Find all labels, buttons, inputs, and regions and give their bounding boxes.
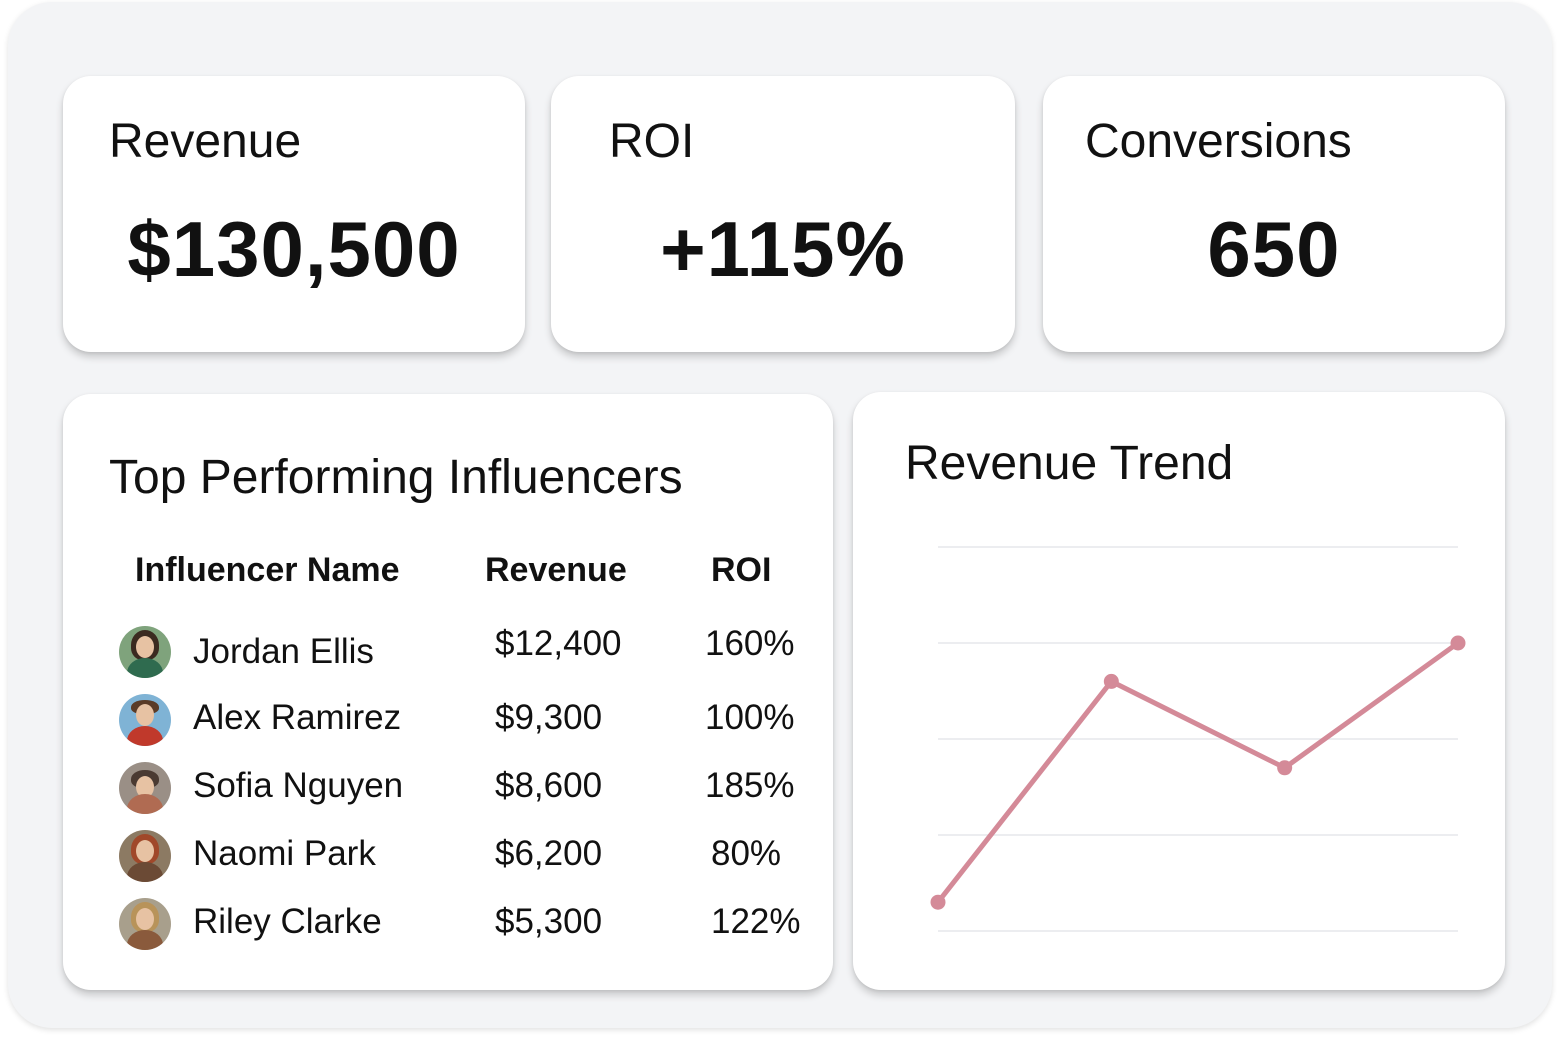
woman-red-hair-avatar bbox=[119, 830, 171, 882]
influencer-roi: 80% bbox=[711, 834, 782, 873]
influencer-roi: 185% bbox=[705, 766, 795, 805]
table-row[interactable]: Alex Ramirez $9,300 100% bbox=[63, 690, 833, 754]
revenue-data-point[interactable] bbox=[1277, 760, 1293, 776]
revenue-series-line bbox=[935, 640, 1461, 905]
roi-label: ROI bbox=[609, 115, 695, 168]
influencer-name: Jordan Ellis bbox=[193, 632, 374, 671]
table-row[interactable]: Naomi Park $6,200 80% bbox=[63, 826, 833, 890]
woman-blonde-avatar bbox=[119, 898, 171, 950]
man-red-shirt-avatar bbox=[119, 694, 171, 746]
influencer-revenue: $5,300 bbox=[495, 902, 603, 941]
column-header-revenue: Revenue bbox=[485, 551, 627, 589]
influencer-name: Naomi Park bbox=[193, 834, 376, 873]
revenue-trend-title: Revenue Trend bbox=[905, 437, 1234, 490]
influencers-card: Top Performing Influencers Influencer Na… bbox=[63, 394, 833, 990]
influencer-revenue: $6,200 bbox=[495, 834, 603, 873]
person-road-avatar bbox=[119, 762, 171, 814]
conversions-card: Conversions 650 bbox=[1043, 76, 1505, 352]
woman-curly-hair-avatar bbox=[119, 626, 171, 678]
influencer-roi: 160% bbox=[705, 624, 795, 663]
revenue-label: Revenue bbox=[109, 115, 302, 168]
conversions-value: 650 bbox=[1207, 205, 1341, 293]
roi-card: ROI +115% bbox=[551, 76, 1015, 352]
influencer-roi: 100% bbox=[705, 698, 795, 737]
table-row[interactable]: Sofia Nguyen $8,600 185% bbox=[63, 758, 833, 822]
revenue-card: Revenue $130,500 bbox=[63, 76, 525, 352]
column-header-roi: ROI bbox=[711, 551, 772, 589]
revenue-trend-card: Revenue Trend bbox=[853, 392, 1505, 990]
revenue-data-point[interactable] bbox=[1450, 635, 1466, 651]
roi-value: +115% bbox=[660, 205, 906, 293]
table-row[interactable]: Jordan Ellis $12,400 160% bbox=[63, 620, 833, 684]
influencer-name: Alex Ramirez bbox=[193, 698, 402, 737]
influencer-name: Riley Clarke bbox=[193, 902, 382, 941]
table-row[interactable]: Riley Clarke $5,300 122% bbox=[63, 894, 833, 958]
revenue-trend-chart bbox=[930, 546, 1466, 932]
influencer-revenue: $12,400 bbox=[495, 624, 622, 663]
revenue-value: $130,500 bbox=[127, 205, 461, 293]
revenue-data-point[interactable] bbox=[1103, 673, 1119, 689]
influencer-revenue: $9,300 bbox=[495, 698, 603, 737]
influencer-revenue: $8,600 bbox=[495, 766, 603, 805]
influencer-roi: 122% bbox=[711, 902, 801, 941]
revenue-data-point[interactable] bbox=[930, 894, 946, 910]
influencer-name: Sofia Nguyen bbox=[193, 766, 404, 805]
influencers-title: Top Performing Influencers bbox=[109, 451, 683, 504]
conversions-label: Conversions bbox=[1085, 115, 1352, 168]
column-header-name: Influencer Name bbox=[135, 551, 400, 589]
